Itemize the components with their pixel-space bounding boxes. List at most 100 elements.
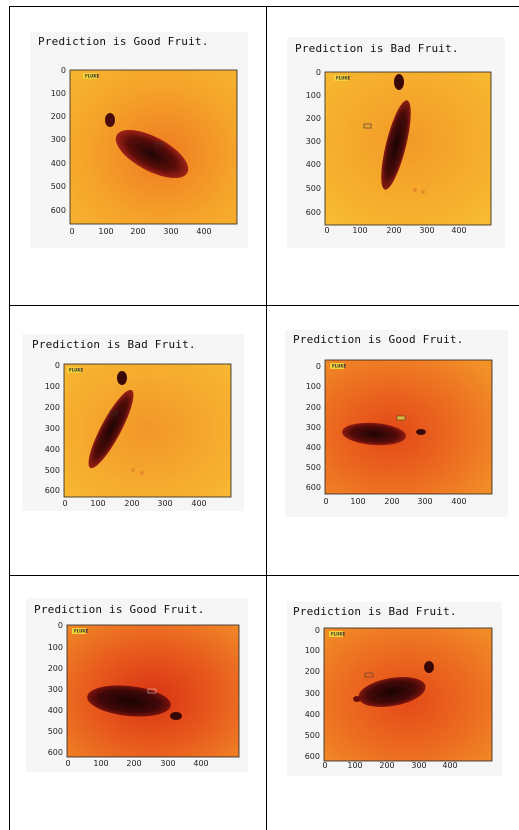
y-tick-label: 600 bbox=[45, 486, 60, 495]
y-tick-label: 300 bbox=[306, 423, 321, 432]
y-tick-label: 600 bbox=[306, 208, 321, 217]
x-tick-label: 400 bbox=[193, 759, 208, 768]
x-tick-labels: 0 100 200 300 400 bbox=[322, 761, 457, 770]
y-tick-label: 500 bbox=[306, 463, 321, 472]
x-tick-label: 200 bbox=[126, 759, 141, 768]
y-tick-label: 200 bbox=[48, 664, 63, 673]
prediction-title: Prediction is Good Fruit. bbox=[38, 35, 209, 48]
y-tick-label: 400 bbox=[305, 710, 320, 719]
x-tick-label: 100 bbox=[90, 499, 105, 508]
prediction-title: Prediction is Bad Fruit. bbox=[295, 42, 459, 55]
prediction-panel-1: Prediction is Good Fruit. FLUKE 0 100 20… bbox=[30, 32, 248, 248]
camera-brand-label: FLUKE bbox=[74, 629, 88, 634]
y-tick-label: 200 bbox=[306, 403, 321, 412]
x-tick-label: 200 bbox=[379, 761, 394, 770]
y-tick-label: 600 bbox=[48, 748, 63, 757]
y-tick-label: 500 bbox=[45, 466, 60, 475]
thermal-image-axes: FLUKE 0 100 200 300 400 500 600 0 100 20… bbox=[51, 66, 238, 236]
thermal-plot: FLUKE 0 100 200 300 400 500 600 0 100 20… bbox=[22, 334, 244, 511]
camera-brand-label: FLUKE bbox=[85, 74, 99, 79]
thermal-image-axes: FLUKE 0 100 200 300 400 500 600 0 100 20… bbox=[305, 626, 493, 770]
y-tick-label: 200 bbox=[305, 667, 320, 676]
x-tick-label: 300 bbox=[160, 759, 175, 768]
x-tick-label: 200 bbox=[130, 227, 145, 236]
y-tick-label: 500 bbox=[306, 184, 321, 193]
thermal-plot: FLUKE 0 100 200 300 400 500 600 0 100 20… bbox=[26, 598, 248, 772]
camera-brand-label: FLUKE bbox=[332, 364, 346, 369]
prediction-title: Prediction is Bad Fruit. bbox=[32, 338, 196, 351]
prediction-panel-3: Prediction is Bad Fruit. FLUKE 0 100 bbox=[22, 334, 244, 511]
thermal-image-axes: FLUKE 0 100 200 300 400 500 600 0 100 20… bbox=[45, 361, 232, 508]
thermal-plot: FLUKE 0 100 200 300 400 500 600 0 100 20… bbox=[287, 602, 502, 776]
y-tick-label: 100 bbox=[306, 91, 321, 100]
x-tick-label: 300 bbox=[163, 227, 178, 236]
y-tick-label: 200 bbox=[51, 112, 66, 121]
y-tick-label: 100 bbox=[48, 643, 63, 652]
y-tick-labels: 0 100 200 300 400 500 600 bbox=[306, 362, 321, 492]
x-tick-label: 400 bbox=[451, 226, 466, 235]
x-tick-label: 400 bbox=[451, 497, 466, 506]
y-tick-label: 400 bbox=[306, 160, 321, 169]
y-tick-label: 200 bbox=[306, 114, 321, 123]
x-tick-label: 400 bbox=[442, 761, 457, 770]
x-tick-label: 100 bbox=[93, 759, 108, 768]
x-tick-labels: 0 100 200 300 400 bbox=[65, 759, 208, 768]
x-tick-label: 300 bbox=[411, 761, 426, 770]
x-tick-labels: 0 100 200 300 400 bbox=[324, 226, 466, 235]
y-tick-label: 300 bbox=[51, 135, 66, 144]
y-tick-label: 300 bbox=[45, 424, 60, 433]
x-tick-label: 300 bbox=[417, 497, 432, 506]
camera-brand-label: FLUKE bbox=[331, 632, 345, 637]
x-tick-label: 0 bbox=[62, 499, 67, 508]
y-tick-labels: 0 100 200 300 400 500 600 bbox=[51, 66, 66, 215]
x-tick-label: 400 bbox=[191, 499, 206, 508]
prediction-panel-2: Prediction is Bad Fruit. FLUKE 0 100 bbox=[287, 37, 505, 248]
prediction-title: Prediction is Good Fruit. bbox=[293, 333, 464, 346]
x-tick-labels: 0 100 200 300 400 bbox=[62, 499, 206, 508]
y-tick-label: 0 bbox=[315, 626, 320, 635]
prediction-panel-5: Prediction is Good Fruit. FLUKE 0 100 20… bbox=[26, 598, 248, 772]
x-tick-label: 300 bbox=[419, 226, 434, 235]
y-tick-label: 400 bbox=[306, 443, 321, 452]
x-tick-label: 300 bbox=[157, 499, 172, 508]
y-tick-label: 100 bbox=[306, 382, 321, 391]
x-tick-label: 0 bbox=[324, 226, 329, 235]
x-tick-label: 100 bbox=[347, 761, 362, 770]
camera-brand-label: FLUKE bbox=[336, 76, 350, 81]
thermal-image-axes: FLUKE 0 100 200 300 400 500 600 0 100 20… bbox=[48, 621, 240, 768]
prediction-title: Prediction is Good Fruit. bbox=[34, 603, 205, 616]
y-tick-label: 200 bbox=[45, 403, 60, 412]
y-tick-label: 300 bbox=[306, 137, 321, 146]
x-tick-label: 0 bbox=[322, 761, 327, 770]
x-tick-label: 100 bbox=[98, 227, 113, 236]
x-tick-label: 200 bbox=[384, 497, 399, 506]
y-tick-label: 0 bbox=[316, 68, 321, 77]
y-tick-label: 0 bbox=[58, 621, 63, 630]
x-tick-label: 0 bbox=[65, 759, 70, 768]
y-tick-label: 0 bbox=[316, 362, 321, 371]
y-tick-label: 600 bbox=[51, 206, 66, 215]
y-tick-label: 400 bbox=[48, 706, 63, 715]
prediction-panel-4: Prediction is Good Fruit. FLUKE 0 100 20… bbox=[285, 330, 508, 517]
thermal-image-axes: FLUKE 0 100 200 300 400 500 600 0 100 20… bbox=[306, 359, 493, 506]
x-tick-label: 400 bbox=[196, 227, 211, 236]
y-tick-label: 500 bbox=[305, 731, 320, 740]
y-tick-label: 300 bbox=[305, 689, 320, 698]
y-tick-label: 100 bbox=[45, 382, 60, 391]
y-tick-label: 600 bbox=[305, 752, 320, 761]
thermal-plot: FLUKE 0 100 200 300 400 500 600 0 100 20… bbox=[287, 37, 505, 248]
y-tick-label: 600 bbox=[306, 483, 321, 492]
x-tick-label: 200 bbox=[386, 226, 401, 235]
y-tick-label: 300 bbox=[48, 685, 63, 694]
y-tick-label: 400 bbox=[45, 445, 60, 454]
y-tick-label: 100 bbox=[51, 89, 66, 98]
prediction-title: Prediction is Bad Fruit. bbox=[293, 605, 457, 618]
y-tick-label: 400 bbox=[51, 159, 66, 168]
x-tick-labels: 0 100 200 300 400 bbox=[323, 497, 466, 506]
y-tick-labels: 0 100 200 300 400 500 600 bbox=[305, 626, 320, 761]
x-tick-label: 200 bbox=[124, 499, 139, 508]
x-tick-label: 100 bbox=[352, 226, 367, 235]
x-tick-label: 100 bbox=[350, 497, 365, 506]
camera-brand-label: FLUKE bbox=[69, 368, 83, 373]
